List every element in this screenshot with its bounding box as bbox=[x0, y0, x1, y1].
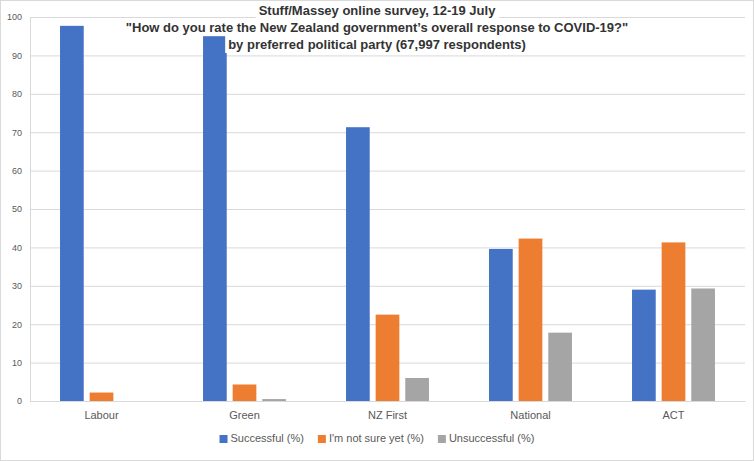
bar bbox=[262, 399, 286, 401]
subtitle: "How do you rate the New Zealand governm… bbox=[126, 20, 628, 35]
title: Stuff/Massey online survey, 12-19 July bbox=[259, 3, 497, 18]
x-axis: Labour Green NZ First National ACT bbox=[31, 401, 746, 421]
bar bbox=[489, 249, 513, 401]
bar bbox=[119, 401, 143, 402]
y-tick-label: 40 bbox=[12, 243, 22, 253]
y-tick-label: 90 bbox=[12, 51, 22, 61]
bar bbox=[90, 393, 114, 401]
y-tick-label: 10 bbox=[12, 358, 22, 368]
chart-frame bbox=[1, 1, 754, 461]
bar bbox=[233, 384, 257, 401]
x-tick-label: National bbox=[510, 409, 550, 421]
grid-line bbox=[30, 401, 745, 402]
title-background bbox=[256, 2, 500, 19]
legend-label: Unsuccessful (%) bbox=[449, 432, 535, 444]
x-tick-label: ACT bbox=[663, 409, 685, 421]
x-tick: NZ First bbox=[368, 401, 407, 421]
y-tick-label: 70 bbox=[12, 128, 22, 138]
bar bbox=[203, 36, 227, 401]
x-tick: National bbox=[510, 401, 550, 421]
y-tick-label: 20 bbox=[12, 320, 22, 330]
legend: Successful (%) I'm not sure yet (%) Unsucc… bbox=[220, 432, 535, 444]
bar bbox=[662, 242, 686, 401]
bar bbox=[376, 315, 400, 401]
bar bbox=[60, 26, 84, 401]
legend-item: Unsuccessful (%) bbox=[438, 432, 535, 444]
y-tick-label: 50 bbox=[12, 204, 22, 214]
bar bbox=[632, 290, 656, 401]
bars bbox=[60, 26, 715, 401]
legend-item: Successful (%) bbox=[220, 432, 304, 444]
y-tick-label: 60 bbox=[12, 166, 22, 176]
bar bbox=[691, 288, 715, 401]
title-background bbox=[225, 36, 529, 53]
y-tick: 70 bbox=[12, 128, 745, 138]
grid-line bbox=[30, 132, 745, 133]
legend-swatch bbox=[318, 435, 326, 443]
bar bbox=[405, 378, 429, 401]
subtitle: by preferred political party (67,997 res… bbox=[228, 37, 526, 52]
bar bbox=[548, 333, 572, 401]
bar bbox=[519, 239, 543, 401]
legend-label: I'm not sure yet (%) bbox=[329, 432, 424, 444]
grid-line bbox=[30, 209, 745, 210]
title-background bbox=[123, 19, 631, 36]
y-tick: 80 bbox=[12, 89, 745, 99]
y-tick-label: 100 bbox=[7, 12, 22, 22]
y-tick: 40 bbox=[12, 243, 745, 253]
title-block: Stuff/Massey online survey, 12-19 July "H… bbox=[123, 2, 631, 53]
y-tick-label: 30 bbox=[12, 281, 22, 291]
grid-line bbox=[30, 247, 745, 248]
legend-swatch bbox=[438, 435, 446, 443]
x-tick: ACT bbox=[663, 401, 685, 421]
grid-line bbox=[30, 286, 745, 287]
x-tick-label: Green bbox=[229, 409, 260, 421]
x-tick-label: Labour bbox=[84, 409, 119, 421]
bar bbox=[346, 127, 370, 401]
y-tick: 60 bbox=[12, 166, 745, 176]
grid-line bbox=[30, 94, 745, 95]
x-tick: Labour bbox=[84, 401, 119, 421]
y-tick-label: 80 bbox=[12, 89, 22, 99]
legend-item: I'm not sure yet (%) bbox=[318, 432, 424, 444]
x-axis-line bbox=[31, 401, 746, 402]
y-axis: 0 10 20 30 40 50 60 70 80 90 100 bbox=[7, 12, 745, 406]
grid-line bbox=[30, 171, 745, 172]
y-tick-label: 0 bbox=[17, 396, 22, 406]
grid-line bbox=[30, 55, 745, 56]
y-tick: 50 bbox=[12, 204, 745, 214]
x-tick: Green bbox=[229, 401, 260, 421]
legend-label: Successful (%) bbox=[231, 432, 304, 444]
legend-swatch bbox=[220, 435, 228, 443]
x-tick-label: NZ First bbox=[368, 409, 407, 421]
